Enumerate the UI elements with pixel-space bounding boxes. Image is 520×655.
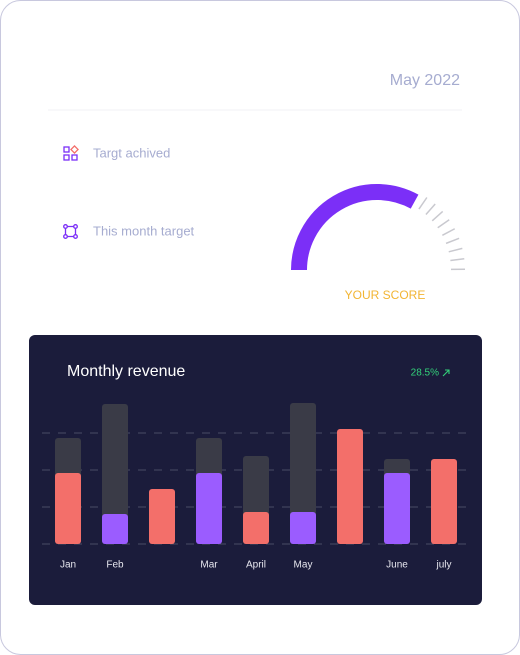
bar	[431, 459, 457, 544]
x-tick-label: April	[246, 560, 266, 571]
x-tick-label: Mar	[200, 560, 218, 571]
change-badge: 28.5%	[411, 368, 439, 379]
bar	[290, 403, 316, 544]
trend-arrow	[442, 369, 450, 377]
gauge	[291, 184, 466, 271]
bar	[290, 512, 316, 544]
x-tick-label: Feb	[106, 560, 124, 571]
plot: Jan Feb Mar April May June july	[42, 403, 470, 571]
gauge-tick	[442, 228, 456, 236]
legend-label: Targt achived	[93, 145, 170, 160]
bar	[337, 429, 363, 544]
gauge-tick	[418, 197, 428, 210]
bar	[102, 404, 128, 544]
gauge-tick	[425, 203, 436, 215]
gauge-label: YOUR SCORE	[345, 288, 426, 302]
chart-title: Monthly revenue	[67, 363, 185, 380]
legend-icon	[63, 145, 79, 161]
x-tick-label: June	[386, 560, 408, 571]
bar	[243, 512, 269, 544]
legend-label: This month target	[93, 223, 195, 238]
gauge-tick	[445, 237, 460, 245]
x-tick-label: Jan	[60, 560, 76, 571]
bar	[149, 489, 175, 544]
date: May 2022	[390, 72, 460, 89]
gauge-tick	[431, 210, 444, 222]
gauge-arc	[291, 184, 419, 271]
gauge-tick	[450, 258, 465, 262]
bar	[384, 473, 410, 544]
legend-icon	[63, 224, 78, 239]
bar	[196, 473, 222, 544]
x-tick-label: july	[435, 560, 451, 571]
x-tick-label: May	[294, 560, 313, 571]
gauge-tick	[448, 247, 463, 253]
bar	[55, 473, 81, 544]
gauge-tick	[437, 219, 450, 229]
bar	[102, 514, 128, 544]
